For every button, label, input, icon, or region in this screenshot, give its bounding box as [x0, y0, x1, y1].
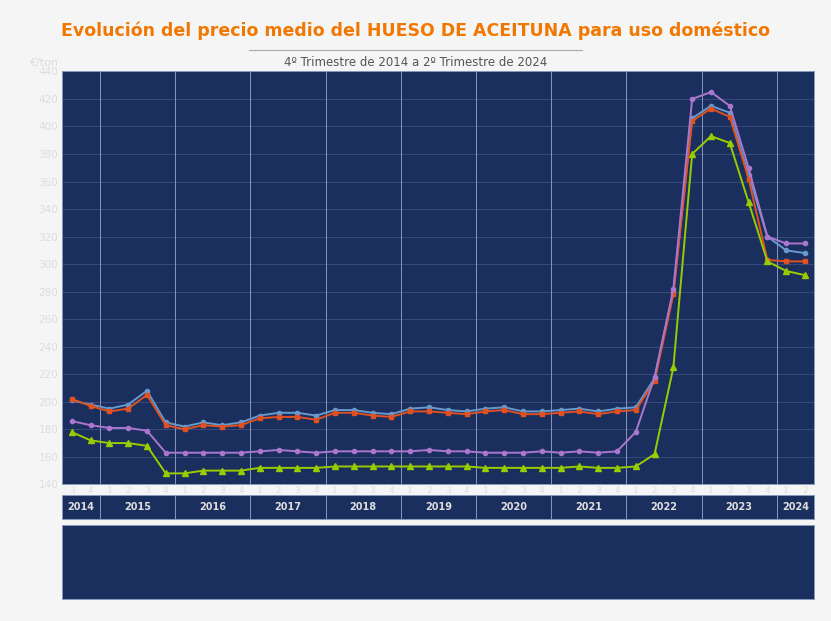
Text: 2019: 2019 — [425, 502, 452, 512]
Text: 2024: 2024 — [782, 502, 809, 512]
Text: 2021: 2021 — [575, 502, 602, 512]
Text: 2016: 2016 — [199, 502, 226, 512]
Text: 2022: 2022 — [651, 502, 677, 512]
Text: 2023: 2023 — [725, 502, 753, 512]
Text: Evolución del precio medio del HUESO DE ACEITUNA para uso doméstico: Evolución del precio medio del HUESO DE … — [61, 22, 770, 40]
Text: 2014: 2014 — [67, 502, 95, 512]
Text: 2020: 2020 — [500, 502, 527, 512]
Text: 4º Trimestre de 2014 a 2º Trimestre de 2024: 4º Trimestre de 2014 a 2º Trimestre de 2… — [284, 56, 547, 69]
Text: 2015: 2015 — [124, 502, 151, 512]
Text: €/ton: €/ton — [29, 58, 58, 68]
Text: 2017: 2017 — [274, 502, 302, 512]
Legend: HUESO · Sacos, HUESO · Palet de sacos, HUESO · Granel en volquete, HUESO · Grane: HUESO · Sacos, HUESO · Palet de sacos, H… — [68, 530, 468, 574]
Text: 2018: 2018 — [350, 502, 376, 512]
